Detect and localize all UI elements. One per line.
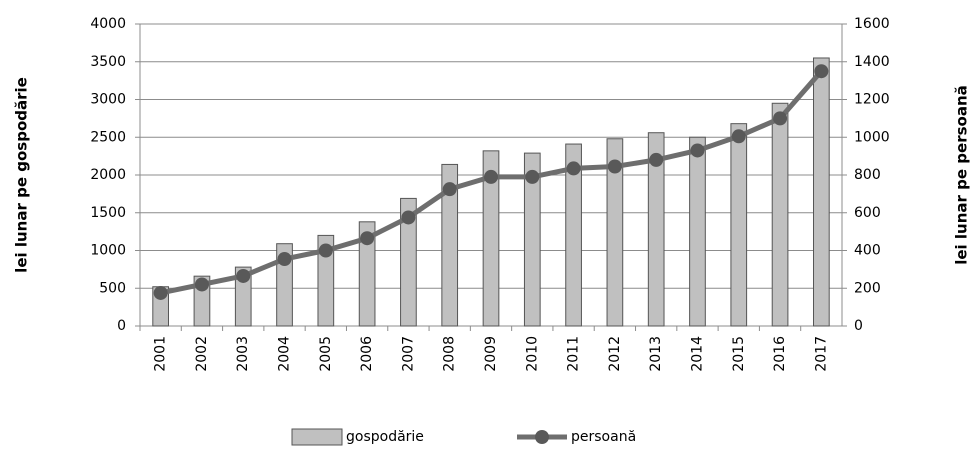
y2-tick-label: 0 [854, 318, 863, 334]
y-tick-label: 1000 [90, 243, 126, 259]
marker [773, 111, 788, 126]
bar [647, 132, 665, 327]
marker [442, 182, 457, 197]
marker [649, 152, 664, 167]
x-tick-label: 2005 [318, 336, 334, 372]
x-tick-label: 2017 [813, 336, 829, 372]
marker [731, 129, 746, 144]
y-tick-label: 3000 [90, 92, 126, 108]
marker [194, 277, 209, 292]
y-tick-label: 2500 [90, 129, 126, 145]
y2-tick-label: 400 [854, 243, 881, 259]
marker [607, 159, 622, 174]
bar [689, 136, 706, 327]
x-tick-label: 2009 [483, 336, 499, 372]
marker [484, 169, 498, 184]
marker [360, 231, 375, 246]
bar [771, 102, 789, 327]
marker [277, 251, 292, 266]
x-tick-label: 2012 [607, 336, 623, 372]
bar [441, 163, 459, 327]
marker [525, 169, 540, 184]
x-tick-label: 2002 [194, 336, 210, 372]
y2-axis-title: lei lunar pe persoană [953, 85, 971, 265]
x-tick-label: 2001 [153, 336, 169, 372]
x-tick-label: 2016 [772, 336, 788, 372]
legend-label: gospodărie [346, 429, 424, 445]
x-tick-label: 2013 [648, 336, 664, 372]
legend-marker [535, 430, 549, 444]
y2-tick-label: 1200 [854, 92, 890, 108]
bar [730, 123, 748, 327]
y-tick-label: 500 [99, 280, 126, 296]
x-tick-label: 2010 [524, 336, 540, 372]
marker [401, 210, 416, 225]
bar [234, 266, 252, 327]
bar [813, 57, 830, 327]
marker [318, 243, 333, 258]
x-tick-label: 2003 [235, 336, 251, 372]
y2-tick-label: 1000 [854, 129, 890, 145]
y-tick-label: 2000 [90, 167, 126, 183]
marker [690, 143, 705, 158]
y2-tick-label: 800 [854, 167, 881, 183]
y2-tick-label: 600 [854, 205, 881, 221]
x-tick-label: 2004 [277, 336, 293, 372]
marker [566, 161, 581, 176]
y-tick-label: 0 [117, 318, 126, 334]
bar [400, 197, 417, 327]
y-tick-label: 1500 [90, 205, 126, 221]
legend-swatch [291, 428, 343, 446]
x-tick-label: 2011 [566, 336, 582, 372]
y-axis-title: lei lunar pe gospodărie [13, 77, 31, 273]
y2-tick-label: 1600 [854, 16, 890, 32]
bar [317, 234, 335, 327]
legend-label: persoană [571, 429, 636, 445]
marker [814, 64, 829, 79]
y2-tick-label: 200 [854, 280, 881, 296]
bar [482, 150, 500, 327]
x-tick-label: 2008 [442, 336, 458, 372]
bar [523, 152, 541, 327]
x-tick-label: 2006 [359, 336, 375, 372]
y-tick-label: 4000 [90, 16, 126, 32]
x-tick-label: 2015 [731, 336, 747, 372]
marker [153, 285, 168, 300]
bar [358, 221, 376, 327]
x-tick-label: 2014 [689, 336, 705, 372]
bar [565, 143, 582, 327]
marker [236, 268, 251, 283]
y2-tick-label: 1400 [854, 54, 890, 70]
bar [606, 138, 624, 327]
y-tick-label: 3500 [90, 54, 126, 70]
x-tick-label: 2007 [400, 336, 416, 372]
